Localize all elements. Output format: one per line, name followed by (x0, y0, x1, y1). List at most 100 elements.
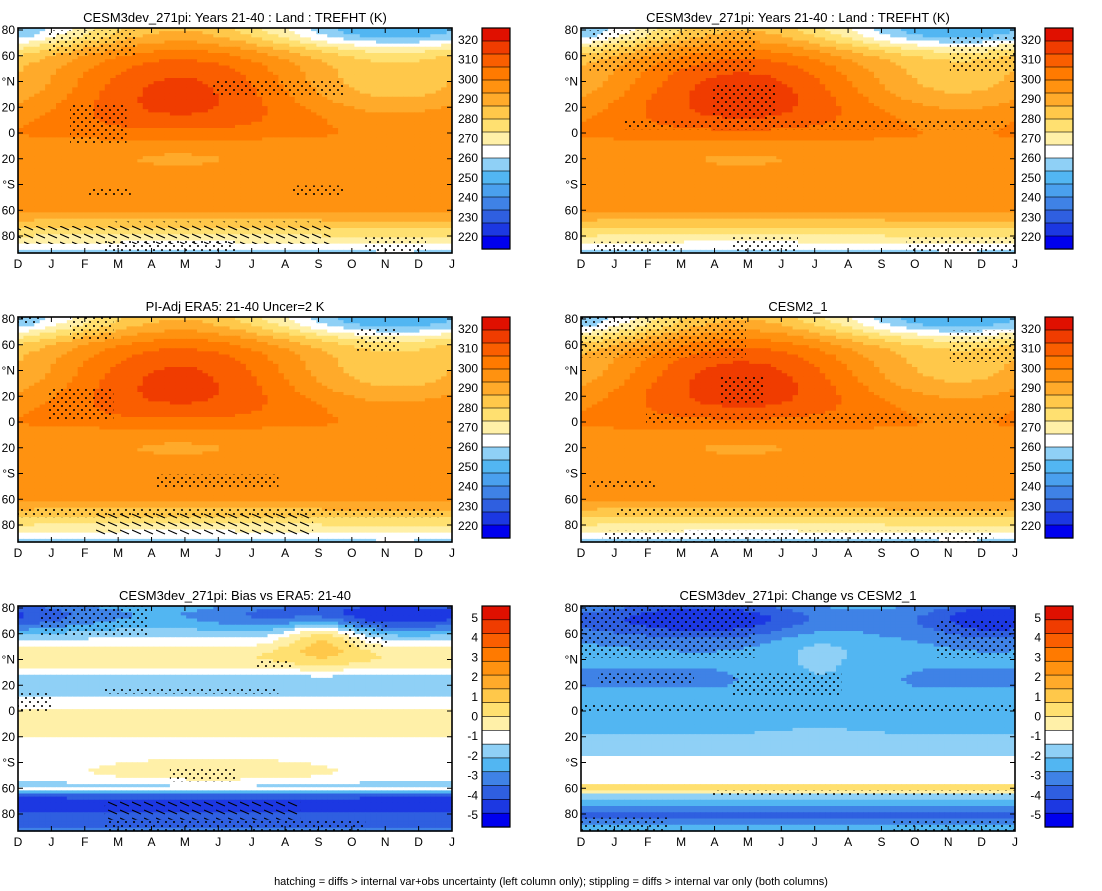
x-tick-label: D (14, 257, 23, 271)
y-tick-label: 60 (565, 627, 579, 641)
x-tick-label: J (611, 546, 617, 560)
stipple-region (733, 674, 842, 697)
colorbar-swatch (1045, 634, 1073, 648)
colorbar-swatch (1045, 171, 1073, 184)
colorbar-swatch (482, 675, 510, 689)
colorbar-label: 320 (1021, 33, 1041, 47)
colorbar-label: 280 (458, 401, 478, 415)
colorbar-swatch (482, 93, 510, 106)
colorbar-label: -5 (467, 808, 478, 822)
x-tick-label: J (249, 835, 255, 849)
stipple-region (213, 80, 343, 96)
heatmap-field (18, 606, 453, 832)
y-tick-label: °N (2, 364, 15, 378)
x-tick-label: D (577, 546, 586, 560)
stipple-region (711, 791, 1015, 796)
x-tick-label: J (778, 257, 784, 271)
y-tick-label: 80 (565, 601, 579, 615)
colorbar-swatch (1045, 54, 1073, 67)
stipple-region (590, 479, 655, 488)
x-tick-label: N (944, 546, 953, 560)
x-tick-label: A (711, 257, 719, 271)
x-tick-label: O (910, 257, 919, 271)
x-tick-label: O (910, 546, 919, 560)
colorbar-swatch (482, 343, 510, 356)
colorbar-swatch (1045, 184, 1073, 197)
x-tick-label: J (449, 546, 455, 560)
colorbar-swatch (1045, 145, 1073, 158)
colorbar-swatch (482, 661, 510, 675)
x-tick-label: M (180, 835, 190, 849)
x-tick-label: J (812, 835, 818, 849)
footnote: hatching = diffs > internal var+obs unce… (0, 876, 1102, 888)
x-tick-label: D (977, 257, 986, 271)
colorbar-swatch (1045, 158, 1073, 171)
y-tick-label: 60 (565, 781, 579, 795)
y-tick-label: 60 (2, 338, 16, 352)
x-tick-label: A (844, 835, 852, 849)
stipple-region (357, 328, 400, 351)
colorbar-label: 270 (458, 421, 478, 435)
colorbar-label: 230 (1021, 499, 1041, 513)
colorbar-label: 260 (1021, 440, 1041, 454)
colorbar-swatch (482, 606, 510, 620)
colorbar-swatch (1045, 395, 1073, 408)
colorbar-swatch (1045, 620, 1073, 634)
x-tick-label: F (644, 546, 651, 560)
y-tick-label: °S (565, 467, 578, 481)
x-tick-label: J (812, 257, 818, 271)
y-tick-label: °S (2, 178, 15, 192)
stipple-region (291, 186, 343, 197)
panel-3: PI-Adj ERA5: 21-40 Uncer=2 KD J F M A M J J A S O N… (2, 299, 510, 560)
colorbar-label: 240 (458, 191, 478, 205)
colorbar-label: 5 (471, 611, 478, 625)
y-tick-label: 80 (2, 23, 16, 37)
colorbar-label: 310 (458, 342, 478, 356)
colorbar-swatch (1045, 236, 1073, 249)
colorbar-label: 320 (458, 322, 478, 336)
colorbar-label: 250 (1021, 171, 1041, 185)
colorbar-label: -5 (1030, 808, 1041, 822)
colorbar-label: 280 (458, 112, 478, 126)
stipple-region (646, 414, 1006, 423)
stipple-region (40, 606, 149, 635)
colorbar-swatch (1045, 421, 1073, 434)
colorbar-swatch (1045, 210, 1073, 223)
y-tick-label: 60 (2, 492, 16, 506)
colorbar-label: 270 (1021, 132, 1041, 146)
x-tick-label: J (215, 257, 221, 271)
colorbar-label: 4 (1034, 631, 1041, 645)
y-tick-label: 0 (571, 415, 578, 429)
colorbar-swatch (1045, 675, 1073, 689)
y-tick-label: 60 (2, 781, 16, 795)
colorbar-label: -1 (1030, 729, 1041, 743)
colorbar-label: 230 (1021, 210, 1041, 224)
x-tick-label: D (414, 546, 423, 560)
colorbar-swatch (1045, 223, 1073, 236)
stipple-region (733, 237, 798, 253)
x-tick-label: F (644, 257, 651, 271)
y-tick-label: 20 (565, 389, 579, 403)
x-tick-label: O (910, 835, 919, 849)
y-tick-label: 80 (2, 601, 16, 615)
x-tick-label: D (577, 835, 586, 849)
colorbar-swatch (1045, 525, 1073, 538)
colorbar-label: 320 (1021, 322, 1041, 336)
stipple-region (616, 508, 1007, 515)
x-tick-label: J (249, 546, 255, 560)
y-tick-label: 20 (565, 152, 579, 166)
x-tick-label: J (215, 835, 221, 849)
x-tick-label: N (381, 835, 390, 849)
x-tick-label: A (711, 546, 719, 560)
x-tick-label: D (414, 257, 423, 271)
colorbar-swatch (482, 408, 510, 421)
colorbar-swatch (482, 236, 510, 249)
y-tick-label: 80 (565, 229, 579, 243)
colorbar-swatch (482, 647, 510, 661)
x-tick-label: M (676, 835, 686, 849)
colorbar-swatch (482, 744, 510, 758)
stipple-region (365, 237, 426, 253)
